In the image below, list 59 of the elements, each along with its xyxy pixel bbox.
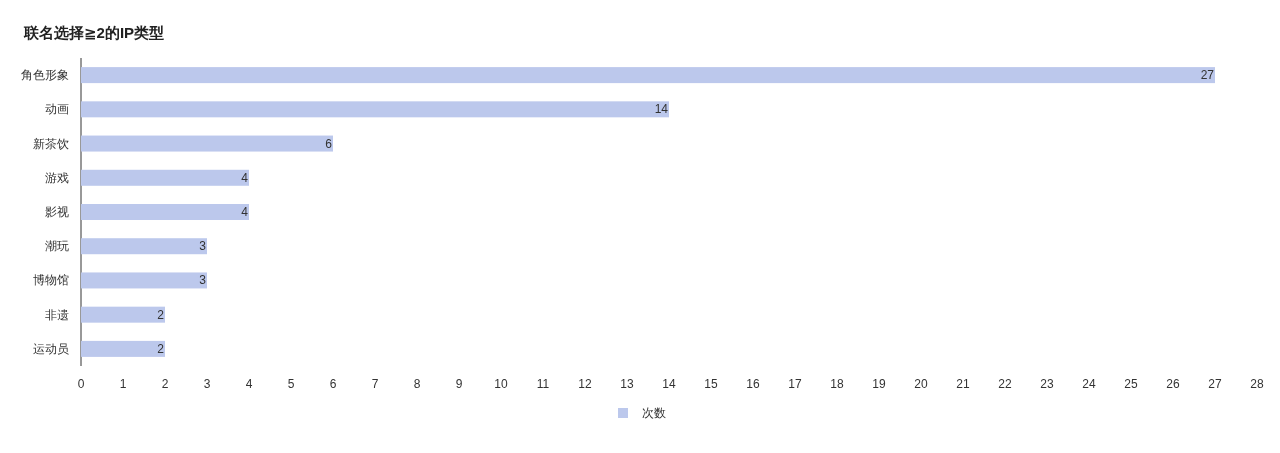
bar: [81, 340, 165, 357]
x-tick-label: 21: [956, 377, 970, 391]
data-label: 6: [325, 136, 333, 151]
x-tick-label: 8: [413, 377, 421, 391]
x-tick-label: 27: [1208, 377, 1222, 391]
x-tick-label: 17: [788, 377, 802, 391]
y-tick-label: 潮玩: [45, 239, 69, 254]
y-tick-label: 运动员: [33, 341, 69, 356]
chart-title: 联名选择≧2的IP类型: [23, 24, 165, 41]
data-label: 2: [157, 341, 165, 356]
data-label: 3: [199, 239, 207, 254]
y-tick-label: 影视: [45, 205, 69, 219]
x-tick-label: 12: [578, 377, 592, 391]
x-tick-label: 11: [536, 377, 550, 391]
legend-label: 次数: [642, 406, 666, 420]
data-label: 4: [241, 170, 249, 185]
data-label: 27: [1200, 68, 1215, 83]
x-tick-label: 0: [77, 377, 85, 391]
data-label: 4: [241, 205, 249, 219]
bar: [81, 306, 165, 323]
x-tick-label: 15: [704, 377, 718, 391]
y-tick-label: 游戏: [45, 170, 69, 185]
bar: [81, 135, 333, 152]
x-tick-label: 2: [161, 377, 169, 391]
bar: [81, 67, 1215, 84]
x-tick-label: 19: [872, 377, 886, 391]
x-tick-label: 9: [455, 377, 463, 391]
y-tick-label: 博物馆: [33, 273, 69, 288]
x-tick-label: 10: [494, 377, 508, 391]
y-tick-label: 角色形象: [21, 68, 69, 83]
x-tick-label: 28: [1250, 377, 1264, 391]
y-tick-label: 新茶饮: [33, 136, 69, 151]
x-tick-label: 13: [620, 377, 634, 391]
x-tick-label: 1: [119, 377, 127, 391]
data-label: 14: [654, 102, 669, 117]
bar: [81, 204, 249, 220]
x-tick-label: 3: [203, 377, 211, 391]
x-tick-label: 5: [287, 377, 295, 391]
y-tick-label: 非遗: [45, 307, 69, 322]
legend: 次数: [618, 406, 666, 420]
x-tick-label: 20: [914, 377, 928, 391]
data-label: 2: [157, 307, 165, 322]
bar: [81, 238, 207, 255]
data-label: 3: [199, 273, 207, 288]
x-tick-label: 25: [1124, 377, 1138, 391]
y-tick-label: 动画: [45, 102, 69, 117]
x-tick-label: 22: [998, 377, 1012, 391]
x-tick-label: 7: [371, 377, 379, 391]
bar: [81, 272, 207, 289]
x-tick-label: 6: [329, 377, 337, 391]
x-tick-label: 23: [1040, 377, 1054, 391]
x-tick-label: 26: [1166, 377, 1180, 391]
x-tick-label: 24: [1082, 377, 1096, 391]
x-tick-label: 18: [830, 377, 844, 391]
bar: [81, 101, 669, 118]
x-tick-label: 16: [746, 377, 760, 391]
bar: [81, 169, 249, 186]
x-tick-label: 4: [245, 377, 253, 391]
x-tick-label: 14: [662, 377, 676, 391]
